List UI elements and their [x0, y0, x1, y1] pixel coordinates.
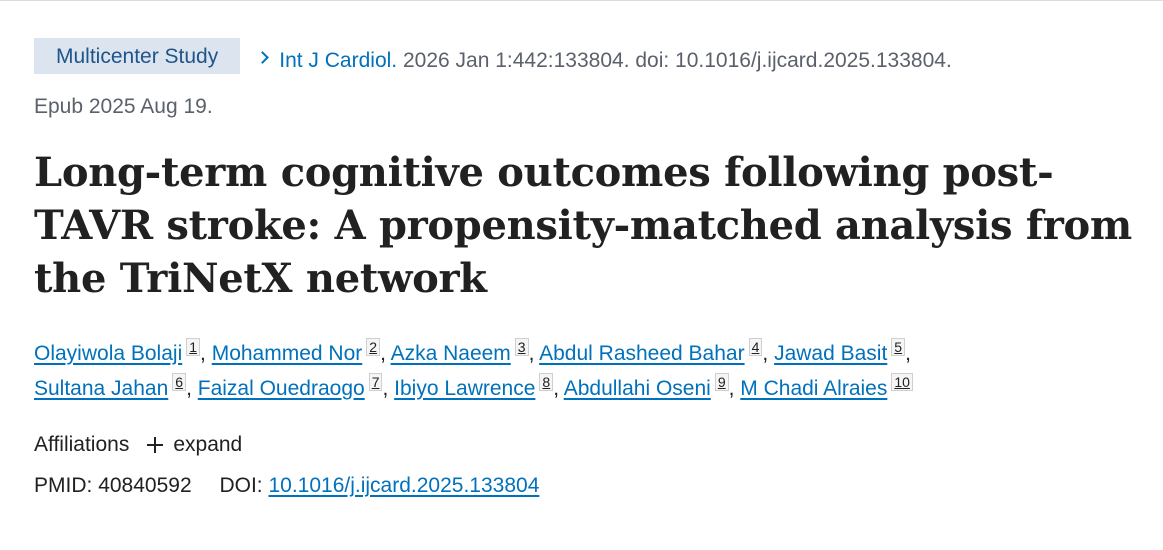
author-link[interactable]: Mohammed Nor: [211, 342, 363, 365]
author-link[interactable]: M Chadi Alraies: [740, 377, 888, 400]
affiliation-ref[interactable]: 3: [514, 338, 529, 356]
article-title: Long-term cognitive outcomes following p…: [34, 149, 1132, 302]
affiliation-ref[interactable]: 9: [714, 373, 729, 391]
affiliation-ref[interactable]: 2: [366, 338, 381, 356]
author-link[interactable]: Abdullahi Oseni: [563, 377, 711, 400]
author-link[interactable]: Olayiwola Bolaji: [34, 342, 183, 365]
affiliation-ref[interactable]: 8: [539, 373, 554, 391]
journal-link[interactable]: Int J Cardiol.: [279, 49, 398, 72]
doi-link[interactable]: 10.1016/j.ijcard.2025.133804: [268, 474, 540, 497]
affiliation-ref[interactable]: 5: [891, 338, 906, 356]
affiliation-ref[interactable]: 1: [186, 338, 201, 356]
expand-label[interactable]: expand: [173, 433, 243, 456]
author-link[interactable]: Abdul Rasheed Bahar: [539, 342, 745, 365]
author-link[interactable]: Azka Naeem: [390, 342, 511, 365]
affiliation-ref[interactable]: 7: [368, 373, 383, 391]
epub-date: Epub 2025 Aug 19.: [34, 95, 213, 118]
affiliation-ref[interactable]: 10: [891, 373, 913, 391]
affiliation-ref[interactable]: 6: [172, 373, 187, 391]
author-link[interactable]: Jawad Basit: [774, 342, 888, 365]
top-divider: [0, 0, 1163, 1]
citation-details: 2026 Jan 1:442:133804. doi: 10.1016/j.ij…: [402, 49, 952, 72]
plus-icon[interactable]: [147, 437, 164, 453]
chevron-right-icon[interactable]: [256, 51, 270, 64]
affiliations-toggle[interactable]: Affiliations expand: [34, 430, 242, 460]
affiliation-ref[interactable]: 4: [748, 338, 763, 356]
author-link[interactable]: Ibiyo Lawrence: [394, 377, 536, 400]
article-identifiers: PMID: 40840592 DOI: 10.1016/j.ijcard.202…: [34, 471, 539, 501]
pmid-label: PMID:: [34, 474, 93, 497]
author-list: Olayiwola Bolaji 1, Mohammed Nor 2, Azka N…: [34, 338, 913, 400]
author-link[interactable]: Faizal Ouedraogo: [197, 377, 365, 400]
article-citation: Multicenter Study Int J Cardiol. 2026 Jan…: [34, 38, 1144, 130]
publication-type-badge: Multicenter Study: [34, 38, 241, 74]
author-link[interactable]: Sultana Jahan: [34, 377, 169, 400]
affiliations-label: Affiliations: [34, 433, 130, 456]
pmid-value: 40840592: [98, 474, 192, 497]
doi-label: DOI:: [219, 474, 263, 497]
